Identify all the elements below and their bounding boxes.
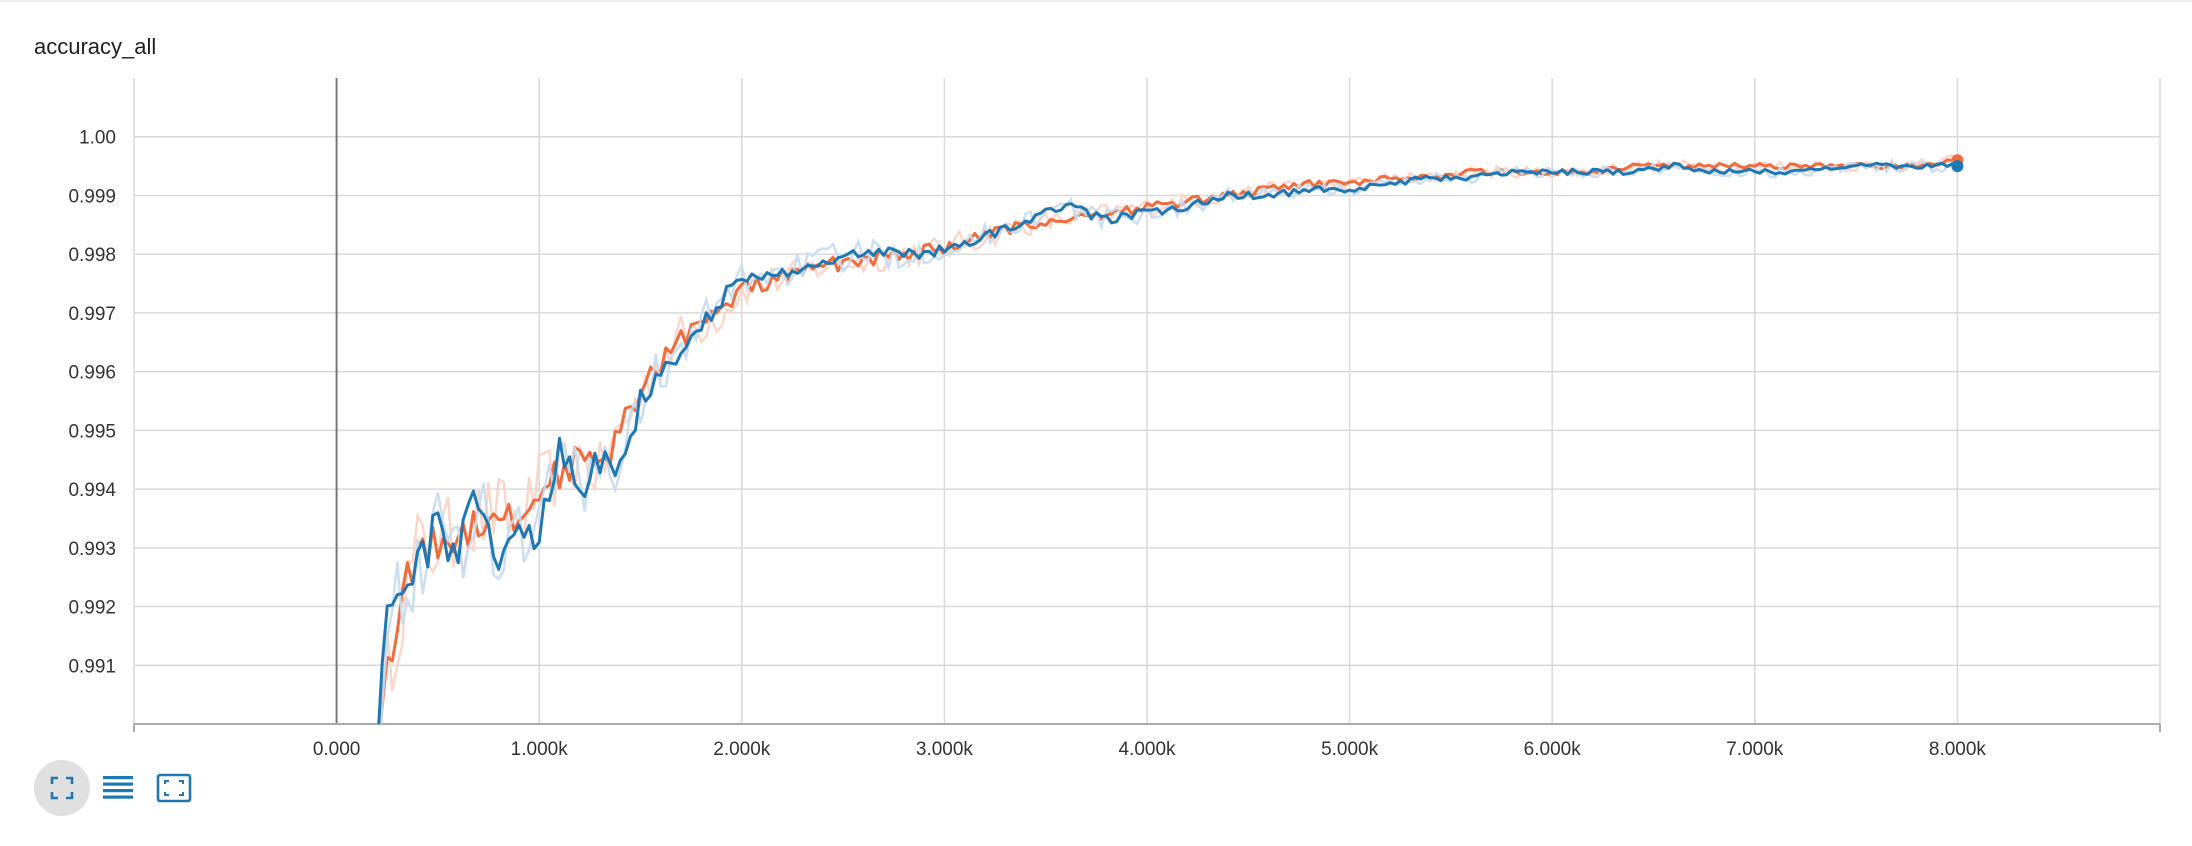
fullscreen-icon [50,776,74,800]
chart-toolbar [34,760,202,816]
x-tick-label: 7.000k [1726,739,1784,760]
x-tick-label: 0.000 [313,739,361,760]
y-tick-label: 0.995 [68,421,116,442]
y-tick-label: 0.999 [68,186,116,207]
y-tick-label: 0.998 [68,245,116,266]
top-divider [0,0,2192,2]
y-tick-label: 0.996 [68,363,116,384]
fit-to-data-icon [156,773,192,803]
y-tick-label: 0.994 [68,480,116,501]
y-tick-label: 0.993 [68,539,116,560]
list-lines-icon [103,776,133,799]
y-tick-label: 1.00 [79,128,116,149]
y-tick-label: 0.991 [68,656,116,677]
toggle-y-log-button[interactable] [90,760,146,816]
x-tick-label: 6.000k [1524,739,1582,760]
x-tick-label: 1.000k [511,739,569,760]
series-raw-line [379,157,1959,724]
fit-domain-button[interactable] [146,760,202,816]
expand-chart-button[interactable] [34,760,90,816]
x-tick-label: 4.000k [1118,739,1176,760]
series-line [377,161,1958,724]
chart-title: accuracy_all [34,34,157,59]
x-tick-label: 2.000k [713,739,771,760]
series-raw-line [378,153,1959,724]
series-end-point [1951,160,1964,173]
x-tick-label: 3.000k [916,739,974,760]
x-tick-label: 8.000k [1929,739,1987,760]
x-tick-label: 5.000k [1321,739,1379,760]
y-tick-label: 0.997 [68,304,116,325]
y-tick-label: 0.992 [68,598,116,619]
